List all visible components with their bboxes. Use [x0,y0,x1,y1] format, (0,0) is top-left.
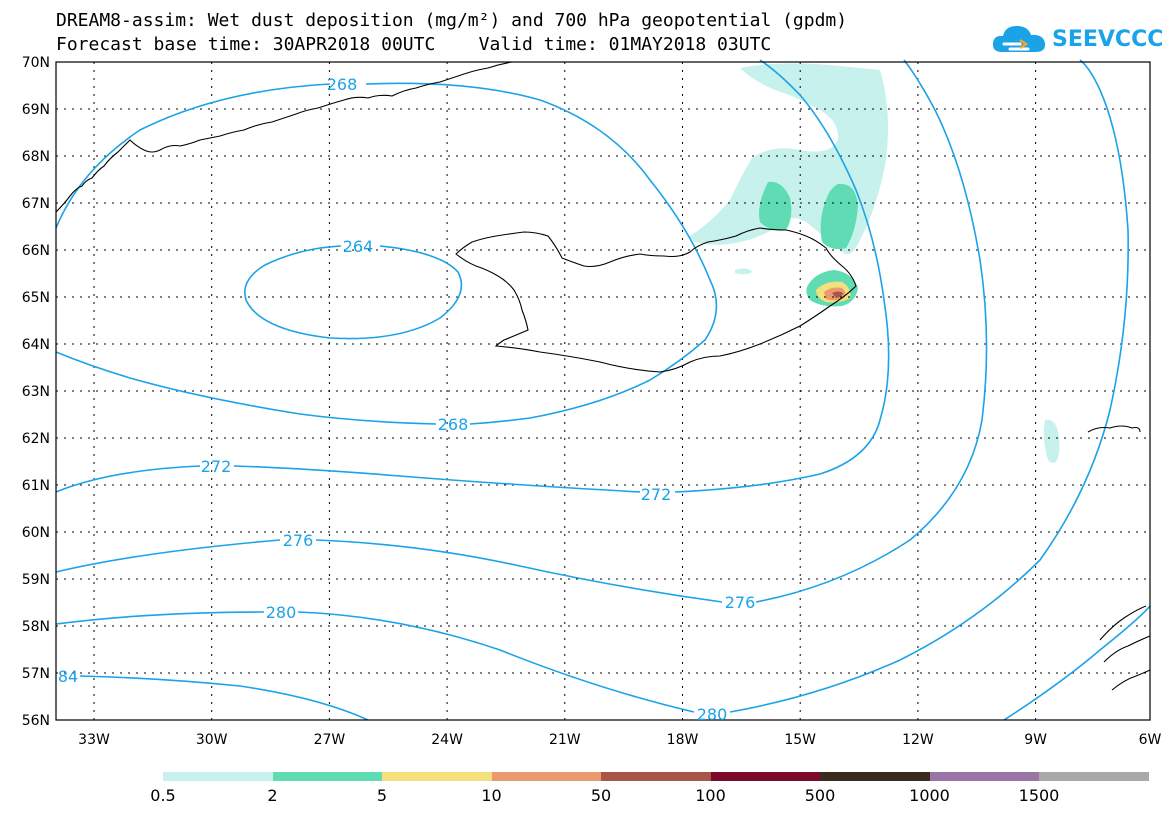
map-title: DREAM8-assim: Wet dust deposition (mg/m²… [56,10,848,31]
coast-iceland [455,227,857,373]
colorbar-swatch [163,772,273,781]
longitude-label: 15W [784,732,816,748]
contour-label-280-west: 280 [266,603,297,622]
cloud-icon [992,26,1046,52]
contour-264 [244,245,463,340]
colorbar-swatch [1039,772,1149,781]
contour-label-268-south: 268 [438,415,469,434]
colorbar-label: 10 [481,786,502,805]
colorbar-swatch [820,772,930,781]
contour-268-north [55,82,718,425]
latitude-label: 68N [22,149,50,165]
latitude-label: 61N [22,478,50,494]
dust-deposition-layer [690,63,1060,463]
latitude-label: 64N [22,337,50,353]
coast-faroes [1087,425,1141,433]
colorbar-swatch [710,772,820,781]
colorbar-swatch [929,772,1039,781]
contour-label-272-west: 272 [201,457,232,476]
longitude-label: 27W [314,732,346,748]
longitude-label: 30W [196,732,228,748]
colorbar-swatch [382,772,492,781]
contour-label-276-east: 276 [725,593,756,612]
coast-scotland [1099,605,1151,691]
coastlines [55,61,1151,691]
contour-label-272-east: 272 [641,485,672,504]
latitude-label: 69N [22,102,50,118]
colorbar-label: 2 [267,786,278,805]
colorbar-swatch [272,772,382,781]
latitude-label: 67N [22,196,50,212]
contour-280 [55,59,1129,713]
colorbar-label: 0.5 [150,786,176,805]
latitude-label: 63N [22,384,50,400]
longitude-label: 33W [78,732,110,748]
latitude-labels: 70N 69N 68N 67N 66N 65N 64N 63N 62N 61N 60N 59N 58N 5… [22,55,50,729]
geopotential-contours [55,59,1151,721]
contour-label-264: 264 [343,237,374,256]
latitude-label: 65N [22,290,50,306]
latitude-label: 59N [22,572,50,588]
map-frame [55,61,1151,721]
contour-label-268-north: 268 [327,75,358,94]
colorbar-label: 1000 [909,786,950,805]
coast-greenland [55,61,513,213]
contour-284-west [79,675,369,721]
longitude-label: 12W [902,732,934,748]
longitude-label: 6W [1139,732,1162,748]
latitude-label: 60N [22,525,50,541]
latitude-label: 57N [22,666,50,682]
contour-276 [55,59,988,603]
logo-text: SEEVCCC [1052,26,1164,52]
longitude-label: 18W [667,732,699,748]
longitude-labels: 33W 30W 27W 24W 21W 18W 15W 12W 9W 6W [78,732,1161,748]
colorbar-swatch [491,772,601,781]
latitude-label: 70N [22,55,50,71]
map-subtitle: Forecast base time: 30APR2018 00UTC Vali… [56,34,772,55]
dust-area-west-band [759,181,792,231]
latitude-label: 56N [22,713,50,729]
dust-area-island [1043,419,1060,463]
longitude-label: 21W [549,732,581,748]
colorbar-label: 500 [804,786,836,805]
dust-area-east-band [820,183,858,250]
dust-area-light [690,63,888,255]
seevccc-logo: SEEVCCC [990,22,1163,56]
contour-label-276-west: 276 [283,531,314,550]
colorbar-label: 50 [590,786,612,805]
colorbar-label: 100 [695,786,726,805]
contour-labels: 268 264 268 272 272 276 276 280 280 84 [58,75,755,724]
latitude-label: 66N [22,243,50,259]
latitude-label: 62N [22,431,50,447]
contour-284-east [1003,605,1151,721]
colorbar-label: 5 [376,786,388,805]
longitude-label: 9W [1024,732,1047,748]
contour-272 [55,59,890,493]
colorbar [163,772,1149,781]
graticule [56,62,1150,720]
dust-area-coast-core [832,291,843,298]
longitude-label: 24W [431,732,463,748]
contour-label-280-south: 280 [697,705,728,724]
contour-label-284-edge: 84 [58,667,78,686]
latitude-label: 58N [22,619,50,635]
colorbar-label: 1500 [1018,786,1060,805]
contour-268-south [55,351,437,425]
dust-area-small [735,268,752,275]
colorbar-swatch [601,772,711,781]
